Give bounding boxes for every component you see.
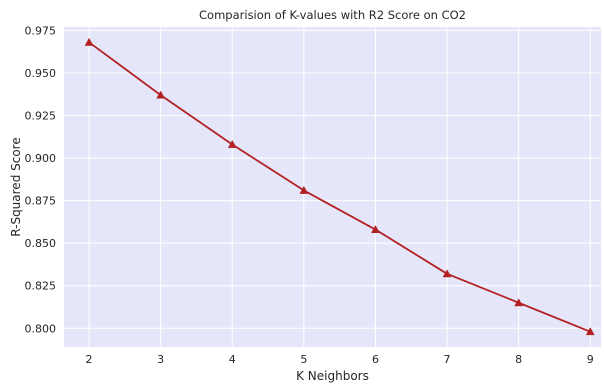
y-axis-label: R-Squared Score bbox=[9, 137, 23, 236]
data-point-marker bbox=[299, 185, 309, 194]
x-tick-label: 2 bbox=[86, 353, 93, 366]
x-axis-label: K Neighbors bbox=[296, 369, 369, 383]
data-point-marker bbox=[156, 90, 166, 99]
data-point-marker bbox=[585, 327, 595, 336]
y-tick-label: 0.800 bbox=[25, 322, 57, 335]
x-tick-label: 8 bbox=[515, 353, 522, 366]
data-point-marker bbox=[227, 139, 237, 148]
y-tick-label: 0.900 bbox=[25, 152, 57, 165]
series-layer bbox=[84, 37, 595, 336]
x-tick-label: 6 bbox=[372, 353, 379, 366]
x-tick-label: 4 bbox=[229, 353, 236, 366]
x-tick-label: 9 bbox=[587, 353, 594, 366]
x-tick-label: 5 bbox=[300, 353, 307, 366]
x-tick-label: 7 bbox=[444, 353, 451, 366]
y-tick-label: 0.975 bbox=[25, 24, 57, 37]
x-tick-labels: 2 3 4 5 6 7 8 9 bbox=[86, 353, 594, 366]
grid bbox=[64, 27, 601, 347]
y-tick-label: 0.825 bbox=[25, 280, 57, 293]
data-point-marker bbox=[371, 225, 380, 234]
y-tick-label: 0.925 bbox=[25, 110, 57, 123]
y-tick-labels: 0.800 0.825 0.850 0.875 0.900 0.925 0.950 0.975 bbox=[25, 24, 57, 335]
plot-area bbox=[64, 27, 601, 347]
chart-title: Comparision of K-values with R2 Score on… bbox=[199, 8, 466, 22]
data-point-marker bbox=[442, 269, 452, 278]
data-point-marker bbox=[514, 298, 524, 307]
series-line bbox=[88, 41, 591, 333]
x-tick-label: 3 bbox=[157, 353, 164, 366]
data-point-marker bbox=[84, 37, 94, 46]
y-tick-label: 0.875 bbox=[25, 195, 57, 208]
y-tick-label: 0.950 bbox=[25, 67, 57, 80]
y-tick-label: 0.850 bbox=[25, 237, 57, 250]
